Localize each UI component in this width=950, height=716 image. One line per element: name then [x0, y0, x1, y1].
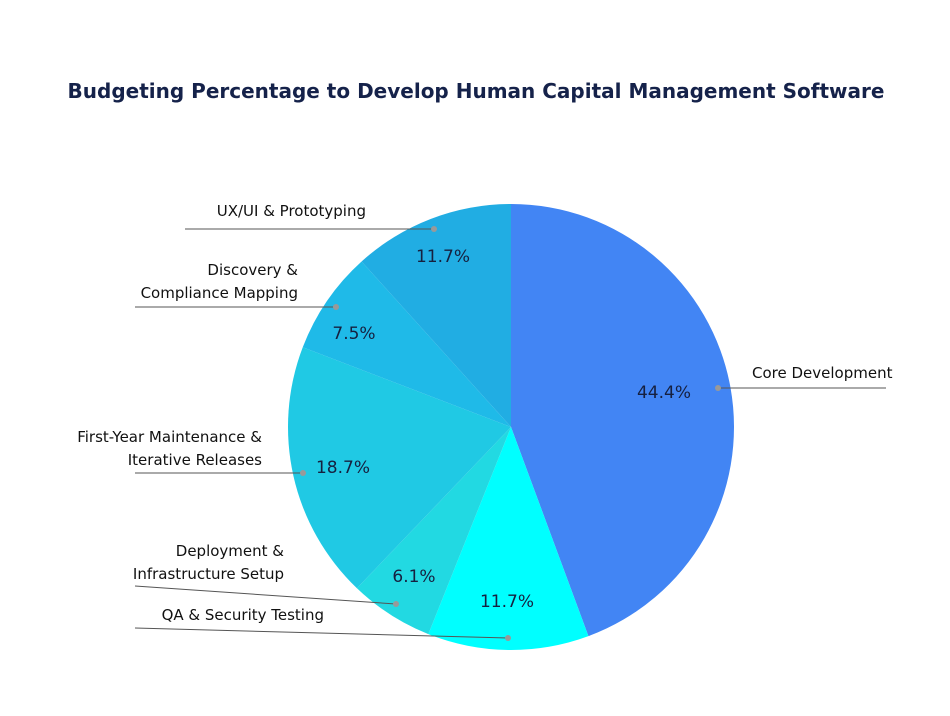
- pie-slice-0: [511, 204, 735, 637]
- pie-slice-3: [288, 347, 511, 589]
- leader-dot: [393, 601, 399, 607]
- leader-dot: [300, 470, 306, 476]
- slice-category-label: Compliance Mapping: [141, 284, 298, 302]
- slice-category-label: Core Development: [752, 364, 893, 382]
- slice-category-label: UX/UI & Prototyping: [217, 202, 366, 220]
- pie-slice-2: [356, 427, 511, 635]
- slice-value-label: 44.4%: [637, 383, 691, 403]
- pie-slice-1: [428, 427, 589, 651]
- leader-line: [134, 585, 397, 605]
- slice-value-label: 6.1%: [392, 567, 435, 587]
- slice-category-label: First-Year Maintenance &: [77, 428, 262, 446]
- slice-value-label: 7.5%: [332, 324, 375, 344]
- slice-value-label: 18.7%: [316, 458, 370, 478]
- leader-dot: [333, 304, 339, 310]
- pie-slice-4: [302, 261, 511, 427]
- slice-category-label: Discovery &: [207, 261, 298, 279]
- slice-category-label: Infrastructure Setup: [133, 565, 284, 583]
- leader-dot: [431, 226, 437, 232]
- slice-category-label: Deployment &: [176, 542, 285, 560]
- leader-dot: [715, 385, 721, 391]
- pie-slice-5: [361, 204, 511, 427]
- slice-category-label: Iterative Releases: [128, 451, 262, 469]
- slice-value-label: 11.7%: [480, 592, 534, 612]
- leader-dot: [505, 635, 511, 641]
- leader-line: [134, 627, 509, 639]
- slice-category-label: QA & Security Testing: [162, 606, 324, 624]
- slice-value-label: 11.7%: [416, 247, 470, 267]
- chart-title: Budgeting Percentage to Develop Human Ca…: [68, 79, 885, 103]
